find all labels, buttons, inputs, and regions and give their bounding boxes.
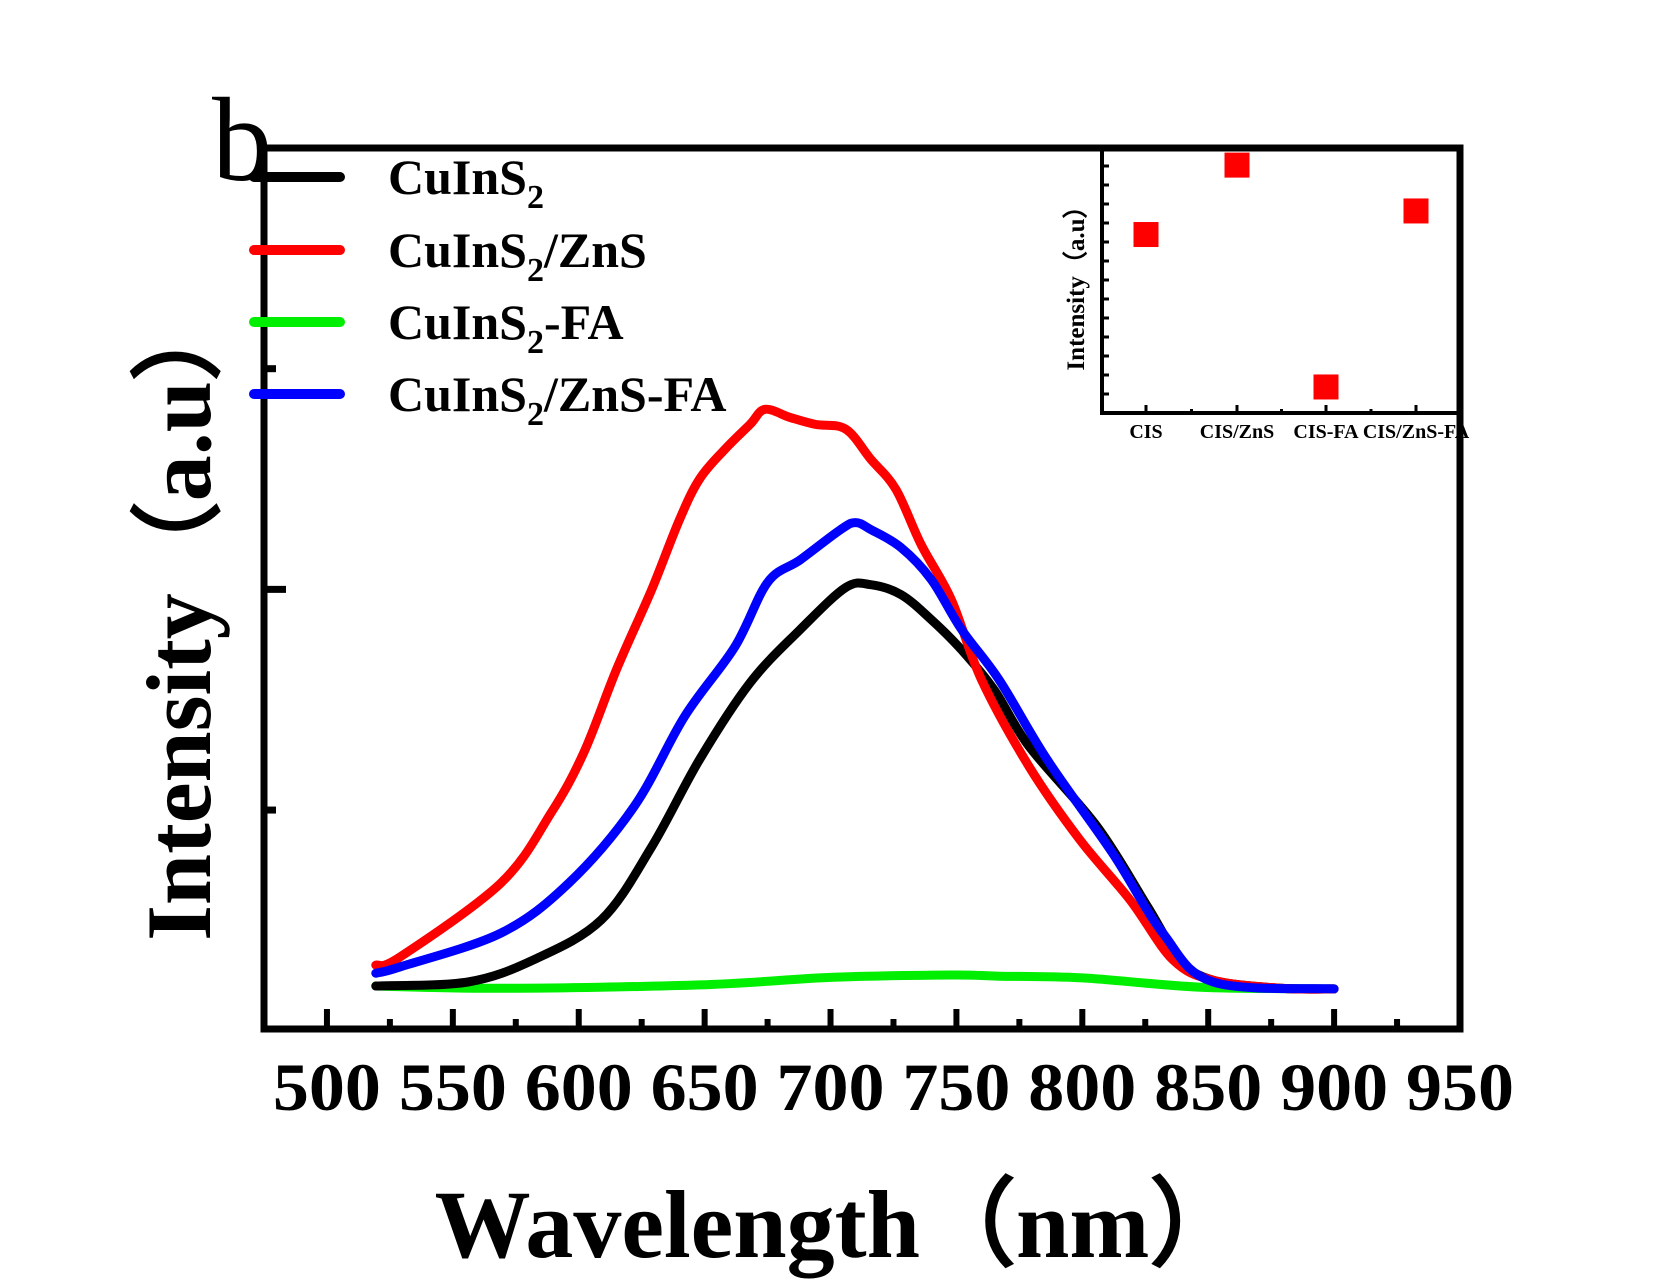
inset-chart: CIS CIS/ZnS CIS-FA CIS/ZnS-FA Intensity（a.u… (1061, 145, 1470, 443)
inset-x-ticks (1144, 405, 1418, 413)
inset-marker-cis-zns (1224, 152, 1250, 178)
inset-category-labels: CIS CIS/ZnS CIS-FA CIS/ZnS-FA (1129, 421, 1469, 443)
inset-category-label: CIS/ZnS-FA (1363, 421, 1470, 443)
inset-markers (1133, 152, 1429, 400)
inset-category-label: CIS (1129, 421, 1162, 443)
inset-y-ticks (1102, 145, 1109, 396)
x-axis-tick-labels: 500 550 600 650 700 750 800 850 900 950 (273, 1049, 1514, 1125)
x-axis-title: Wavelength（nm） (435, 1171, 1246, 1278)
series-line-cuins2-zns (371, 404, 1339, 994)
x-tick-label: 950 (1406, 1049, 1514, 1125)
plot-frame (260, 144, 1464, 1033)
x-tick-label: 500 (273, 1049, 381, 1125)
y-axis-ticks (264, 365, 286, 814)
inset-y-axis-title: Intensity（a.u） (1061, 193, 1090, 370)
legend-item: CuInS2-FA (249, 294, 624, 361)
legend-item: CuInS2/ZnS (249, 222, 647, 289)
x-tick-label: 600 (525, 1049, 633, 1125)
x-axis-ticks (323, 1009, 1463, 1029)
legend-label: CuInS2/ZnS (388, 222, 647, 289)
legend-item: CuInS2 (249, 149, 544, 216)
inset-marker-cis (1133, 222, 1159, 248)
legend-label: CuInS2 (388, 149, 544, 216)
series-line-cuins2 (371, 578, 1339, 994)
x-tick-label: 750 (902, 1049, 1010, 1125)
inset-marker-cis-zns-fa (1403, 198, 1429, 224)
x-tick-label: 850 (1154, 1049, 1262, 1125)
series-line-cuins2-fa (371, 970, 1339, 994)
legend-label: CuInS2-FA (388, 294, 624, 361)
x-tick-label: 700 (777, 1049, 885, 1125)
inset-marker-cis-fa (1313, 374, 1339, 400)
inset-category-label: CIS-FA (1293, 421, 1359, 443)
inset-category-label: CIS/ZnS (1200, 421, 1275, 443)
x-tick-label: 900 (1280, 1049, 1388, 1125)
x-tick-label: 650 (651, 1049, 759, 1125)
x-tick-label: 550 (399, 1049, 507, 1125)
legend-item: CuInS2/ZnS-FA (249, 366, 726, 433)
y-axis-title: Intensity（a.u） (128, 289, 230, 941)
series-line-cuins2-zns-fa (371, 518, 1339, 994)
x-tick-label: 800 (1028, 1049, 1136, 1125)
legend-label: CuInS2/ZnS-FA (388, 366, 726, 433)
series-lines (371, 404, 1339, 994)
